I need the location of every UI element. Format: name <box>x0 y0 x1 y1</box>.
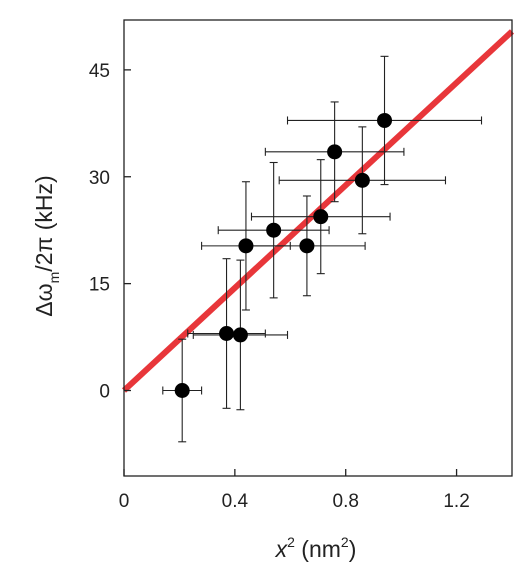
plot-frame <box>123 19 513 477</box>
y-tick-label: 45 <box>89 61 110 82</box>
data-point <box>266 222 282 238</box>
ticks-layer: 0 0.4 0.8 1.2 0 15 30 45 <box>89 61 470 512</box>
y-axis-label-sub: m <box>46 272 62 284</box>
data-point <box>174 383 190 398</box>
data-point <box>327 144 343 160</box>
x-axis-label-unit-sup: 2 <box>341 534 349 550</box>
data-point <box>299 238 315 254</box>
x-axis-label-sup: 2 <box>287 534 295 550</box>
x-axis-label-base: x <box>275 536 289 562</box>
data-point <box>354 172 370 188</box>
x-axis-label-unit-post: ) <box>349 536 357 562</box>
y-axis-label-pre: Δω <box>31 283 57 316</box>
data-point <box>238 238 254 254</box>
y-tick-label: 0 <box>99 382 110 403</box>
y-axis-label-post: /2π (kHz) <box>31 175 57 271</box>
x-axis-label-unit-pre: (nm <box>295 536 341 562</box>
y-axis-label: Δωm/2π (kHz) <box>31 175 62 316</box>
x-tick-label: 0 <box>119 491 130 512</box>
x-tick-label: 0.8 <box>333 491 359 512</box>
y-tick-label: 30 <box>89 168 110 189</box>
x-axis-label: x2 (nm2) <box>275 534 357 562</box>
data-points-layer <box>174 112 393 398</box>
data-point <box>313 209 329 225</box>
y-tick-label: 15 <box>89 275 110 296</box>
error-bar-layer <box>162 55 483 443</box>
x-tick-label: 1.2 <box>443 491 469 512</box>
data-point <box>232 327 248 343</box>
x-tick-label: 0.4 <box>222 491 249 512</box>
data-point <box>377 112 393 128</box>
data-point <box>219 326 235 341</box>
